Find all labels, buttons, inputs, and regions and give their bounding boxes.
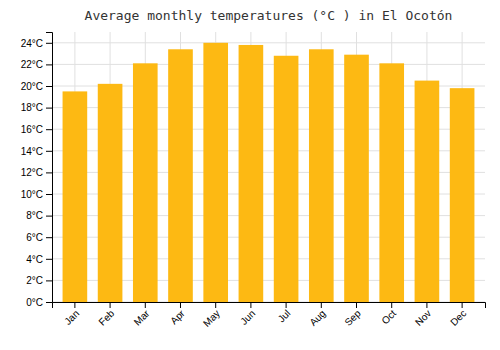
- x-tick-mark: [426, 302, 427, 308]
- y-tick-mark: [46, 64, 52, 65]
- y-tick-mark: [46, 172, 52, 173]
- y-axis-line: [46, 33, 53, 303]
- x-tick-mark: [74, 302, 75, 308]
- x-tick: Jul: [276, 302, 293, 324]
- x-axis: Jan Feb Mar Apr May Jun Jul Aug Sep Oct Nov Dec: [53, 302, 486, 329]
- plot: 0°C 2°C 4°C 6°C 8°C 10°C 12°C 14°C 16°C 18°C 20°C 2…: [21, 32, 486, 329]
- y-tick-label: 22°C: [21, 59, 43, 70]
- bar: [450, 88, 475, 302]
- x-tick: Jan: [62, 302, 81, 327]
- y-grid-line: [52, 42, 485, 43]
- x-tick-mark: [462, 302, 463, 308]
- y-tick: 0°C: [26, 297, 52, 308]
- bar: [203, 43, 228, 302]
- y-tick-label: 8°C: [26, 210, 43, 221]
- y-tick-label: 24°C: [21, 38, 43, 49]
- x-tick: Oct: [379, 302, 398, 326]
- x-tick-mark: [321, 302, 322, 308]
- y-tick: 12°C: [21, 167, 52, 178]
- x-tick-label: Sep: [343, 307, 364, 328]
- y-tick-label: 14°C: [21, 146, 43, 157]
- y-tick-mark: [46, 194, 52, 195]
- y-tick-label: 16°C: [21, 124, 43, 135]
- bar: [379, 63, 404, 302]
- y-tick: 18°C: [21, 102, 52, 113]
- y-tick: 14°C: [21, 146, 52, 157]
- x-tick-mark: [110, 302, 111, 308]
- bar: [274, 56, 299, 302]
- y-tick-mark: [46, 302, 52, 303]
- bar: [168, 49, 193, 302]
- y-tick-label: 0°C: [26, 297, 43, 308]
- y-tick-mark: [46, 237, 52, 238]
- y-grid-line: [52, 64, 485, 65]
- y-tick-mark: [46, 151, 52, 152]
- x-tick-label: Aug: [307, 308, 327, 328]
- y-tick: 22°C: [21, 59, 52, 70]
- y-tick-label: 10°C: [21, 189, 43, 200]
- y-tick: 24°C: [21, 38, 52, 49]
- x-tick-label: Jul: [276, 308, 293, 325]
- x-tick: Nov: [413, 302, 433, 328]
- x-tick-mark: [286, 302, 287, 308]
- y-tick-label: 6°C: [26, 232, 43, 243]
- grid: [52, 32, 485, 302]
- y-tick: 6°C: [26, 232, 52, 243]
- bar: [133, 63, 158, 302]
- y-tick-label: 18°C: [21, 102, 43, 113]
- bar: [239, 45, 264, 302]
- x-tick: Jun: [238, 302, 257, 327]
- y-tick-label: 12°C: [21, 167, 43, 178]
- y-tick-mark: [46, 43, 52, 44]
- x-tick-label: Dec: [448, 308, 468, 328]
- x-tick-mark: [250, 302, 251, 308]
- x-tick-label: Jun: [238, 308, 257, 327]
- chart-container: 0°C 2°C 4°C 6°C 8°C 10°C 12°C 14°C 16°C 18°C 20°C 2…: [0, 0, 500, 350]
- x-tick: Aug: [307, 302, 327, 328]
- y-tick-label: 2°C: [26, 275, 43, 286]
- x-tick-mark: [391, 302, 392, 308]
- y-tick-mark: [46, 216, 52, 217]
- x-tick: Apr: [168, 302, 187, 326]
- x-tick-label: Apr: [168, 307, 187, 326]
- x-tick-label: Feb: [96, 307, 116, 327]
- bar: [415, 81, 440, 302]
- x-tick-mark: [215, 302, 216, 308]
- x-tick: Sep: [343, 302, 364, 328]
- x-tick: Feb: [96, 302, 116, 328]
- x-tick-mark: [145, 302, 146, 308]
- y-tick-mark: [46, 108, 52, 109]
- x-tick: Mar: [132, 302, 152, 328]
- y-tick-label: 4°C: [26, 254, 43, 265]
- y-axis: 0°C 2°C 4°C 6°C 8°C 10°C 12°C 14°C 16°C 18°C 20°C 2…: [21, 33, 53, 308]
- y-tick-mark: [46, 280, 52, 281]
- y-tick: 8°C: [26, 210, 52, 221]
- x-tick-label: Oct: [379, 308, 398, 327]
- chart-svg: 0°C 2°C 4°C 6°C 8°C 10°C 12°C 14°C 16°C 18°C 20°C 2…: [0, 0, 500, 350]
- y-tick: 20°C: [21, 81, 52, 92]
- x-tick-mark: [356, 302, 357, 308]
- bar: [63, 91, 88, 302]
- y-tick-mark: [46, 129, 52, 130]
- x-tick-label: Mar: [132, 307, 152, 327]
- y-tick-label: 20°C: [21, 81, 43, 92]
- x-axis-line: [53, 303, 486, 309]
- bars: [63, 43, 475, 302]
- y-tick: 4°C: [26, 254, 52, 265]
- y-tick-mark: [46, 259, 52, 260]
- x-tick: Dec: [448, 302, 468, 328]
- y-tick: 10°C: [21, 189, 52, 200]
- x-tick-mark: [180, 302, 181, 308]
- bar: [309, 49, 334, 302]
- bar: [98, 84, 123, 302]
- x-tick: May: [201, 302, 222, 329]
- y-tick-mark: [46, 86, 52, 87]
- bar: [344, 55, 369, 302]
- title: Average monthly temperatures (°C ) in El…: [85, 8, 453, 23]
- x-tick-label: Nov: [413, 308, 433, 328]
- x-tick-label: Jan: [62, 308, 81, 327]
- y-tick: 16°C: [21, 124, 52, 135]
- y-tick: 2°C: [26, 275, 52, 286]
- x-tick-label: May: [201, 308, 222, 329]
